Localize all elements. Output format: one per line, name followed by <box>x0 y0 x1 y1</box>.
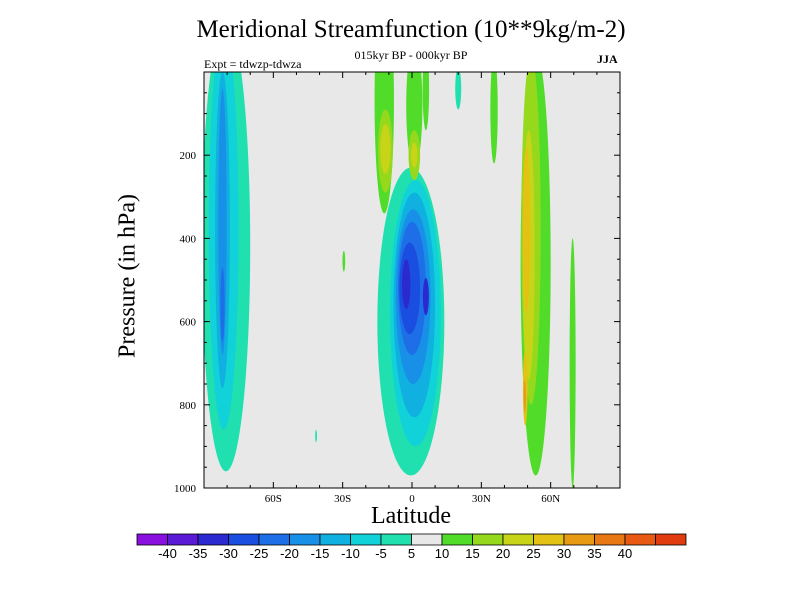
colorbar-label: -20 <box>280 546 299 561</box>
x-tick-label: 60S <box>265 493 282 505</box>
colorbar-swatch <box>533 533 565 546</box>
colorbar-swatch <box>350 533 382 546</box>
x-axis-label: Latitude <box>371 503 451 529</box>
colorbar-swatch <box>197 533 229 546</box>
colorbar-label: -35 <box>189 546 208 561</box>
x-tick-label: 30N <box>472 493 491 505</box>
colorbar-label: 25 <box>526 546 540 561</box>
y-tick-label: 1000 <box>174 483 197 495</box>
contour-shading <box>342 250 346 272</box>
contour-shading <box>411 142 418 168</box>
colorbar-swatch <box>624 533 656 546</box>
contour-shading <box>523 379 526 414</box>
contour-shading <box>218 88 227 355</box>
contour-shading <box>402 259 411 310</box>
y-tick-label: 400 <box>180 233 197 245</box>
colorbar-label: -10 <box>341 546 360 561</box>
colorbar-swatch <box>502 533 534 546</box>
colorbar-swatch <box>228 533 260 546</box>
x-tick-label: 0 <box>409 493 415 505</box>
contour-shading <box>490 72 498 164</box>
colorbar-swatch <box>289 533 321 546</box>
colorbar-swatch <box>411 533 443 546</box>
colorbar-swatch <box>167 533 199 546</box>
colorbar-swatch <box>472 533 504 546</box>
contour-shading <box>422 72 430 131</box>
colorbar-label: -15 <box>311 546 330 561</box>
chart-subtitle: 015kyr BP - 000kyr BP <box>354 48 468 62</box>
colorbar-label: 10 <box>435 546 449 561</box>
contour-shading <box>422 277 429 316</box>
y-tick-label: 600 <box>180 317 197 329</box>
colorbar-label: 20 <box>496 546 510 561</box>
contour-shading <box>315 429 318 443</box>
colorbar-label: 35 <box>587 546 601 561</box>
colorbar-swatch <box>258 533 290 546</box>
contour-shading <box>380 124 391 174</box>
contour-shading <box>522 146 531 314</box>
colorbar-label: -25 <box>250 546 269 561</box>
colorbar-label: 40 <box>618 546 632 561</box>
contour-shading <box>569 238 576 488</box>
colorbar-label: 15 <box>465 546 479 561</box>
chart-title: Meridional Streamfunction (10**9kg/m-2) <box>196 16 626 43</box>
x-tick-label: 30S <box>334 493 351 505</box>
colorbar-label: 30 <box>557 546 571 561</box>
colorbar-label: 5 <box>408 546 415 561</box>
contour-shading <box>455 72 462 110</box>
x-tick-label: 60N <box>541 493 560 505</box>
contour-field <box>204 72 576 488</box>
y-tick-label: 200 <box>180 150 197 162</box>
colorbar-label: -5 <box>375 546 387 561</box>
colorbar-label: -30 <box>219 546 238 561</box>
colorbar-swatch <box>563 533 595 546</box>
colorbar-swatch <box>594 533 626 546</box>
contour-shading <box>220 267 225 343</box>
colorbar-swatch <box>380 533 412 546</box>
colorbar-swatch <box>319 533 351 546</box>
season-label: JJA <box>597 52 618 66</box>
y-tick-label: 800 <box>180 400 197 412</box>
colorbar-swatch <box>655 533 687 546</box>
colorbar-swatch <box>441 533 473 546</box>
colorbar-swatch <box>136 533 168 546</box>
experiment-label: Expt = tdwzp-tdwza <box>204 57 302 71</box>
colorbar-label: -40 <box>158 546 177 561</box>
